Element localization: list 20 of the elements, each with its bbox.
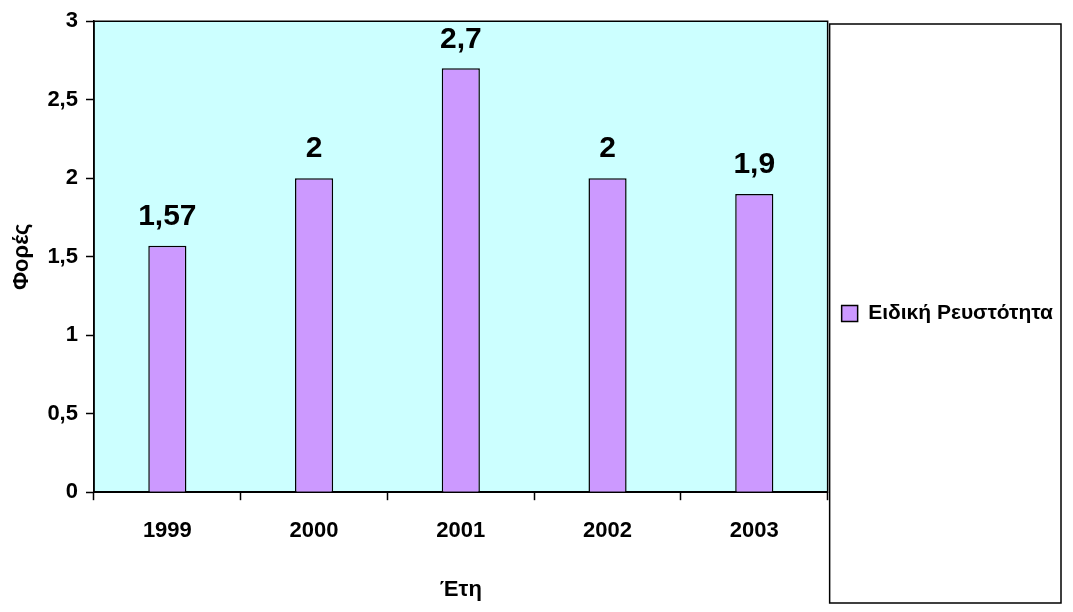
data-label: 2 (305, 130, 323, 164)
data-label: 2 (599, 130, 616, 164)
y-tick-label: 3 (65, 7, 78, 33)
y-tick-label: 0,5 (47, 399, 78, 425)
x-tick-label: 2003 (729, 517, 779, 543)
x-tick-label: 1999 (142, 517, 192, 543)
y-tick-label: 2 (65, 164, 78, 190)
data-label: 1,57 (138, 197, 197, 231)
x-tick-label: 2000 (289, 517, 339, 543)
data-label: 2,7 (439, 20, 482, 54)
y-tick-label: 2,5 (47, 85, 78, 111)
legend-label: Ειδική Ρευστότητα (868, 300, 1054, 324)
y-tick-label: 1,5 (47, 242, 78, 268)
x-axis-title: Έτη (439, 575, 482, 601)
x-tick-label: 2002 (583, 517, 633, 543)
y-tick-label: 0 (65, 478, 78, 504)
data-label: 1,9 (733, 146, 776, 180)
x-tick-label: 2001 (436, 517, 486, 543)
y-axis-title: Φορές (8, 223, 34, 290)
y-tick-label: 1 (65, 321, 78, 347)
